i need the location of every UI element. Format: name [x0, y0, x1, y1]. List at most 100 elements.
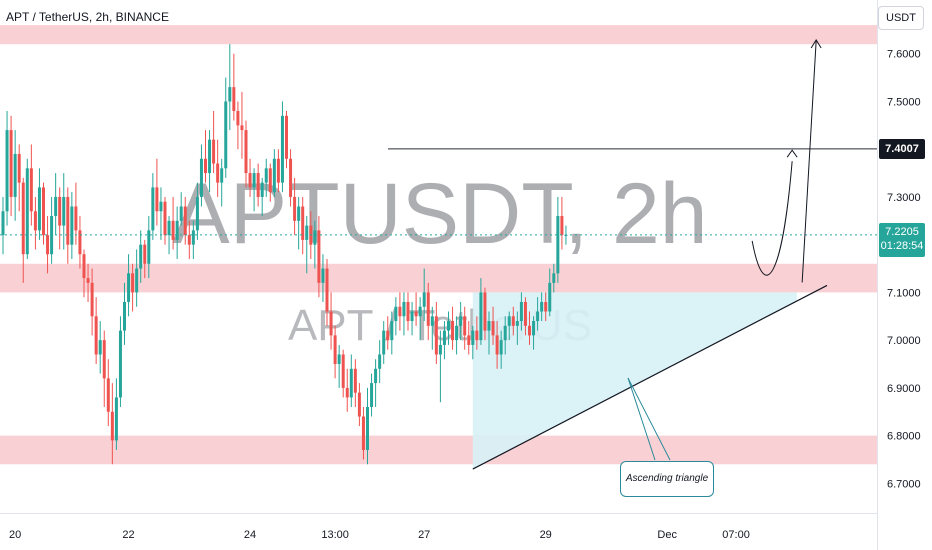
candle-body: [293, 196, 297, 221]
candle-body: [98, 340, 102, 355]
candle-body: [37, 187, 41, 231]
candle-body: [171, 220, 175, 240]
candle-body: [248, 173, 252, 188]
candle-body: [410, 311, 414, 322]
price-tick-label: 7.3000: [887, 192, 921, 204]
time-tick-label: 20: [9, 529, 21, 541]
candle-body: [285, 115, 288, 159]
candle-body: [447, 321, 450, 331]
candle-body: [515, 321, 519, 326]
candle-body: [386, 330, 390, 341]
candle-body: [58, 196, 62, 226]
price-tick-label: 6.8000: [887, 431, 921, 443]
candle-body: [370, 383, 374, 407]
candle-body: [305, 225, 309, 240]
candle-body: [208, 139, 212, 174]
candle-body: [216, 163, 220, 183]
candle-body: [378, 354, 382, 369]
candle-body: [438, 344, 442, 355]
zone-0: [0, 25, 877, 45]
projection-arrowhead: [786, 149, 798, 158]
candle-body: [451, 321, 455, 341]
projection-curve: [751, 161, 793, 276]
candle-body: [406, 301, 410, 322]
candle-body: [33, 211, 37, 231]
candle-body: [135, 268, 139, 293]
time-tick-label: Dec: [657, 529, 677, 541]
candle-body: [256, 173, 260, 197]
candle-body: [163, 201, 167, 236]
candle-body: [9, 130, 13, 197]
triangle-fill: [472, 292, 797, 470]
candle-body: [240, 125, 244, 131]
candle-body: [127, 273, 131, 302]
candle-body: [191, 230, 195, 245]
candle-body: [418, 306, 422, 317]
ascending-triangle-label: Ascending triangle: [620, 461, 714, 497]
candle-body: [442, 330, 446, 345]
candle-body: [528, 325, 531, 336]
candle-body: [519, 301, 523, 322]
candle-body: [82, 254, 86, 279]
candle-body: [179, 206, 183, 221]
candle-body: [102, 340, 106, 379]
chart-title: APT / TetherUS, 2h, BINANCE: [6, 10, 169, 24]
candle-body: [499, 340, 503, 355]
currency-button[interactable]: USDT: [878, 6, 924, 30]
candle-body: [422, 292, 426, 307]
candle-body: [272, 158, 276, 193]
triangle-layer: [472, 292, 797, 470]
last-price-value: 7.2205: [885, 225, 919, 238]
candle-body: [297, 206, 301, 221]
candle-body: [426, 292, 430, 326]
candle-body: [540, 301, 544, 312]
time-tick-label: 24: [244, 529, 256, 541]
zone-1: [0, 263, 877, 293]
candle-body: [398, 306, 402, 317]
watermark: APTUSDT, 2h APT / TetherUS: [172, 166, 707, 350]
candle-body: [434, 316, 438, 355]
candle-body: [471, 330, 475, 345]
candle-body: [62, 196, 66, 226]
time-tick-label: 22: [122, 529, 134, 541]
candle-body: [467, 335, 471, 345]
candle-body: [17, 153, 21, 183]
candle-body: [54, 196, 58, 217]
candle-body: [317, 230, 321, 283]
candle-body: [329, 311, 333, 336]
candle-body: [244, 130, 248, 174]
candle-body: [29, 168, 33, 212]
breakout-arrow: [801, 40, 817, 283]
candle-body: [532, 321, 536, 336]
price-tick-label: 6.9000: [887, 383, 921, 395]
candle-body: [349, 368, 353, 398]
candle-body: [228, 87, 232, 102]
candle-body: [74, 206, 78, 231]
candle-body: [487, 321, 491, 331]
candle-body: [268, 168, 272, 193]
candle-body: [114, 397, 118, 441]
candle-body: [414, 311, 418, 317]
time-tick-label: 13:00: [321, 529, 349, 541]
candle-body: [46, 235, 50, 255]
candle-body: [1, 211, 5, 236]
candle-body: [374, 368, 378, 384]
price-tick-label: 6.7000: [887, 478, 921, 490]
candle-body: [110, 411, 114, 441]
price-axis[interactable]: 7.6000 7.5000 7.3000 7.1000 7.0000 6.9000 6.80…: [887, 49, 921, 491]
candle-body: [252, 173, 256, 188]
candle-body: [459, 316, 463, 326]
candle-body: [70, 206, 74, 245]
candle-body: [366, 406, 369, 450]
candle-body: [13, 153, 17, 197]
candle-body: [199, 158, 203, 197]
candle-body: [511, 316, 515, 326]
candle-body: [341, 354, 345, 388]
time-tick-label: 27: [418, 529, 430, 541]
time-axis[interactable]: 20 22 24 13:00 27 29 Dec 07:00: [9, 529, 750, 541]
candle-body: [143, 244, 147, 264]
zone-2: [0, 435, 877, 465]
candle-body: [357, 392, 361, 417]
candle-body: [560, 216, 564, 236]
